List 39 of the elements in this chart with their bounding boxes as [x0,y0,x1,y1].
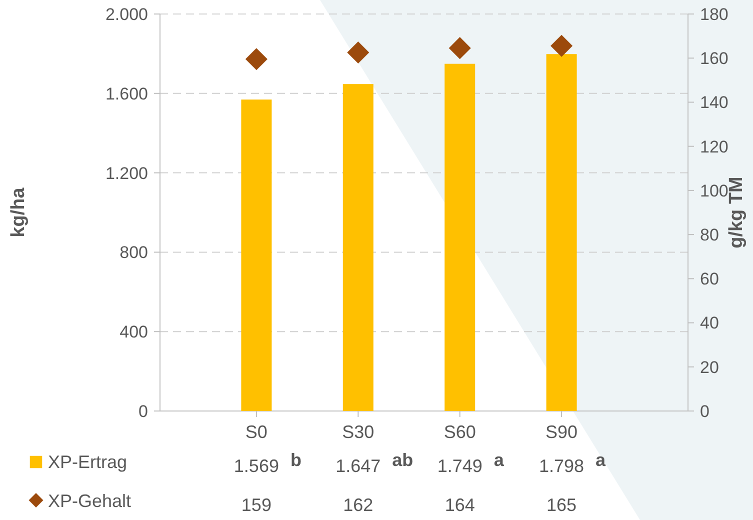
bar [444,64,476,411]
y2-tick-label: 140 [700,93,728,112]
text: a [494,450,505,470]
text: a [596,450,607,470]
data-label: 159 [241,495,272,515]
data-label: 1.749 [437,456,482,476]
y2-tick-label: 80 [700,226,719,245]
y-axis-title: kg/ha [8,187,29,238]
bar [241,100,272,411]
data-label: 1.569 [234,456,279,476]
y2-tick-label: 100 [700,181,728,200]
legend-label: XP-Ertrag [48,452,128,472]
y-tick-label: 800 [120,243,148,262]
x-tick-label: S30 [342,422,374,442]
data-label: 164 [444,495,475,515]
bar [546,54,577,411]
bar [342,84,374,411]
y2-tick-label: 180 [700,4,728,24]
data-label: 1.798 [539,456,584,476]
x-tick-label: S0 [245,422,268,442]
y-tick-label: 2.000 [105,4,148,24]
y-tick-label: 0 [138,402,148,421]
legend-label: XP-Gehalt [48,491,132,511]
y-tick-label: 1.200 [105,164,148,183]
data-label: 1.647 [336,456,381,476]
data-label: 162 [343,495,374,515]
y2-tick-label: 120 [700,137,728,156]
x-tick-label: S60 [444,422,476,442]
y2-tick-label: 60 [700,270,719,289]
y2-tick-label: 0 [700,402,710,421]
text: ab [392,450,414,470]
y2-tick-label: 40 [700,314,719,333]
data-label: 165 [546,495,577,515]
y-tick-label: 400 [120,322,148,342]
text: b [290,450,302,470]
y2-tick-label: 20 [700,358,719,377]
y-tick-label: 1.600 [105,84,148,104]
y2-tick-label: 160 [700,49,728,68]
x-tick-label: S90 [546,422,578,442]
